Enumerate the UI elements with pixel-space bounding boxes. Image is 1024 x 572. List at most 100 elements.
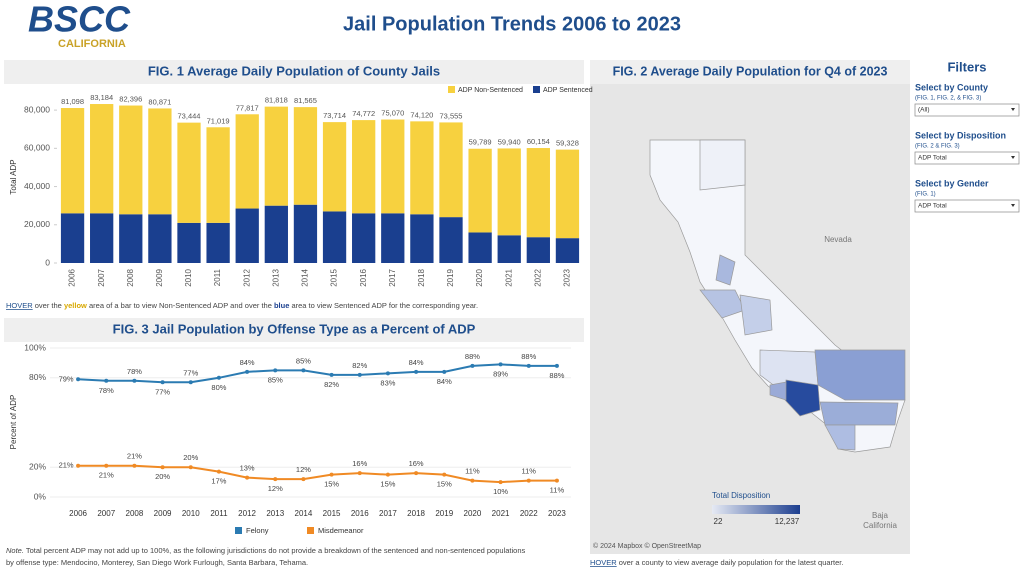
dropdown-value[interactable]: ADP Total	[918, 203, 947, 210]
point[interactable]	[76, 377, 81, 382]
county[interactable]	[699, 139, 746, 191]
point[interactable]	[216, 469, 221, 474]
bar-segment[interactable]	[119, 105, 143, 215]
county[interactable]	[814, 349, 906, 401]
bar-segment[interactable]	[119, 214, 143, 263]
point[interactable]	[216, 375, 221, 380]
bar-segment[interactable]	[497, 148, 521, 236]
bar-segment[interactable]	[439, 217, 463, 263]
x-tick-label: 2017	[379, 509, 397, 518]
point[interactable]	[188, 380, 193, 385]
bar-segment[interactable]	[555, 149, 580, 239]
logo-sub: CALIFORNIA	[58, 38, 126, 50]
point[interactable]	[357, 471, 362, 476]
point[interactable]	[273, 477, 278, 482]
bar-segment[interactable]	[90, 104, 114, 214]
bar-segment[interactable]	[60, 108, 85, 214]
point[interactable]	[357, 372, 362, 377]
dropdown-arrow[interactable]	[1011, 108, 1015, 111]
region-label: Nevada	[824, 235, 852, 244]
bar-segment[interactable]	[264, 106, 288, 206]
point[interactable]	[470, 478, 475, 483]
bar-segment[interactable]	[235, 114, 259, 209]
point[interactable]	[329, 472, 334, 477]
bar-segment[interactable]	[555, 238, 580, 263]
point[interactable]	[498, 480, 503, 485]
point[interactable]	[385, 371, 390, 376]
point[interactable]	[414, 471, 419, 476]
filter-scope: (FIG. 2 & FIG. 3)	[915, 144, 960, 150]
point[interactable]	[188, 465, 193, 470]
point[interactable]	[104, 463, 109, 468]
dropdown-value[interactable]: ADP Total	[918, 155, 947, 162]
map[interactable]	[649, 139, 906, 453]
point[interactable]	[245, 369, 250, 374]
total-label: 83,184	[90, 93, 113, 102]
fig2-title: FIG. 2 Average Daily Population for Q4 o…	[613, 64, 888, 78]
bar-segment[interactable]	[468, 232, 492, 263]
county[interactable]	[824, 424, 856, 451]
bar-segment[interactable]	[293, 107, 318, 205]
fig2-title-bar	[590, 60, 910, 84]
point[interactable]	[554, 478, 559, 483]
point[interactable]	[132, 378, 137, 383]
point[interactable]	[526, 478, 531, 483]
bar-segment[interactable]	[322, 122, 347, 212]
bar-segment[interactable]	[264, 205, 288, 263]
point[interactable]	[273, 368, 278, 373]
bar-segment[interactable]	[177, 222, 201, 263]
bar-segment[interactable]	[352, 213, 376, 263]
bar-segment[interactable]	[526, 148, 550, 238]
point[interactable]	[442, 472, 447, 477]
bar-segment[interactable]	[439, 122, 463, 218]
point[interactable]	[385, 472, 390, 477]
bar-segment[interactable]	[148, 108, 172, 215]
bar-segment[interactable]	[148, 214, 172, 263]
bar-segment[interactable]	[235, 208, 259, 263]
point[interactable]	[245, 475, 250, 480]
point[interactable]	[132, 463, 137, 468]
point[interactable]	[329, 372, 334, 377]
county[interactable]	[739, 294, 773, 336]
dropdown-arrow[interactable]	[1011, 204, 1015, 207]
dropdown-arrow[interactable]	[1011, 156, 1015, 159]
bar-segment[interactable]	[322, 211, 347, 263]
bar-segment[interactable]	[352, 120, 376, 214]
bar-segment[interactable]	[293, 204, 318, 263]
dropdown-value[interactable]: (All)	[918, 107, 930, 114]
x-tick-label: 2019	[446, 268, 455, 286]
bar-segment[interactable]	[206, 127, 230, 223]
county[interactable]	[715, 254, 736, 286]
bar-segment[interactable]	[468, 148, 492, 233]
bar-segment[interactable]	[177, 122, 201, 223]
bar-segment[interactable]	[381, 213, 405, 263]
point[interactable]	[160, 465, 165, 470]
point[interactable]	[76, 463, 81, 468]
county[interactable]	[819, 401, 899, 426]
county[interactable]	[769, 381, 787, 401]
dropdown[interactable]	[914, 199, 1020, 213]
bar-segment[interactable]	[381, 119, 405, 214]
point[interactable]	[554, 363, 559, 368]
dropdown[interactable]	[914, 103, 1020, 117]
series-line	[78, 464, 557, 484]
point[interactable]	[160, 380, 165, 385]
bar-segment[interactable]	[206, 222, 230, 263]
point[interactable]	[104, 378, 109, 383]
bar-segment[interactable]	[497, 235, 521, 263]
x-tick-label: 2022	[533, 268, 542, 286]
point[interactable]	[470, 363, 475, 368]
point[interactable]	[526, 363, 531, 368]
point[interactable]	[414, 369, 419, 374]
point[interactable]	[301, 477, 306, 482]
point[interactable]	[442, 369, 447, 374]
bar-segment[interactable]	[526, 237, 550, 263]
bar-segment[interactable]	[90, 213, 114, 263]
bar-segment[interactable]	[410, 214, 434, 263]
point[interactable]	[498, 362, 503, 367]
bar-segment[interactable]	[410, 121, 434, 215]
dropdown[interactable]	[914, 151, 1020, 165]
bar-segment[interactable]	[60, 213, 85, 263]
point[interactable]	[301, 368, 306, 373]
legend-label: ADP Sentenced	[543, 87, 593, 94]
